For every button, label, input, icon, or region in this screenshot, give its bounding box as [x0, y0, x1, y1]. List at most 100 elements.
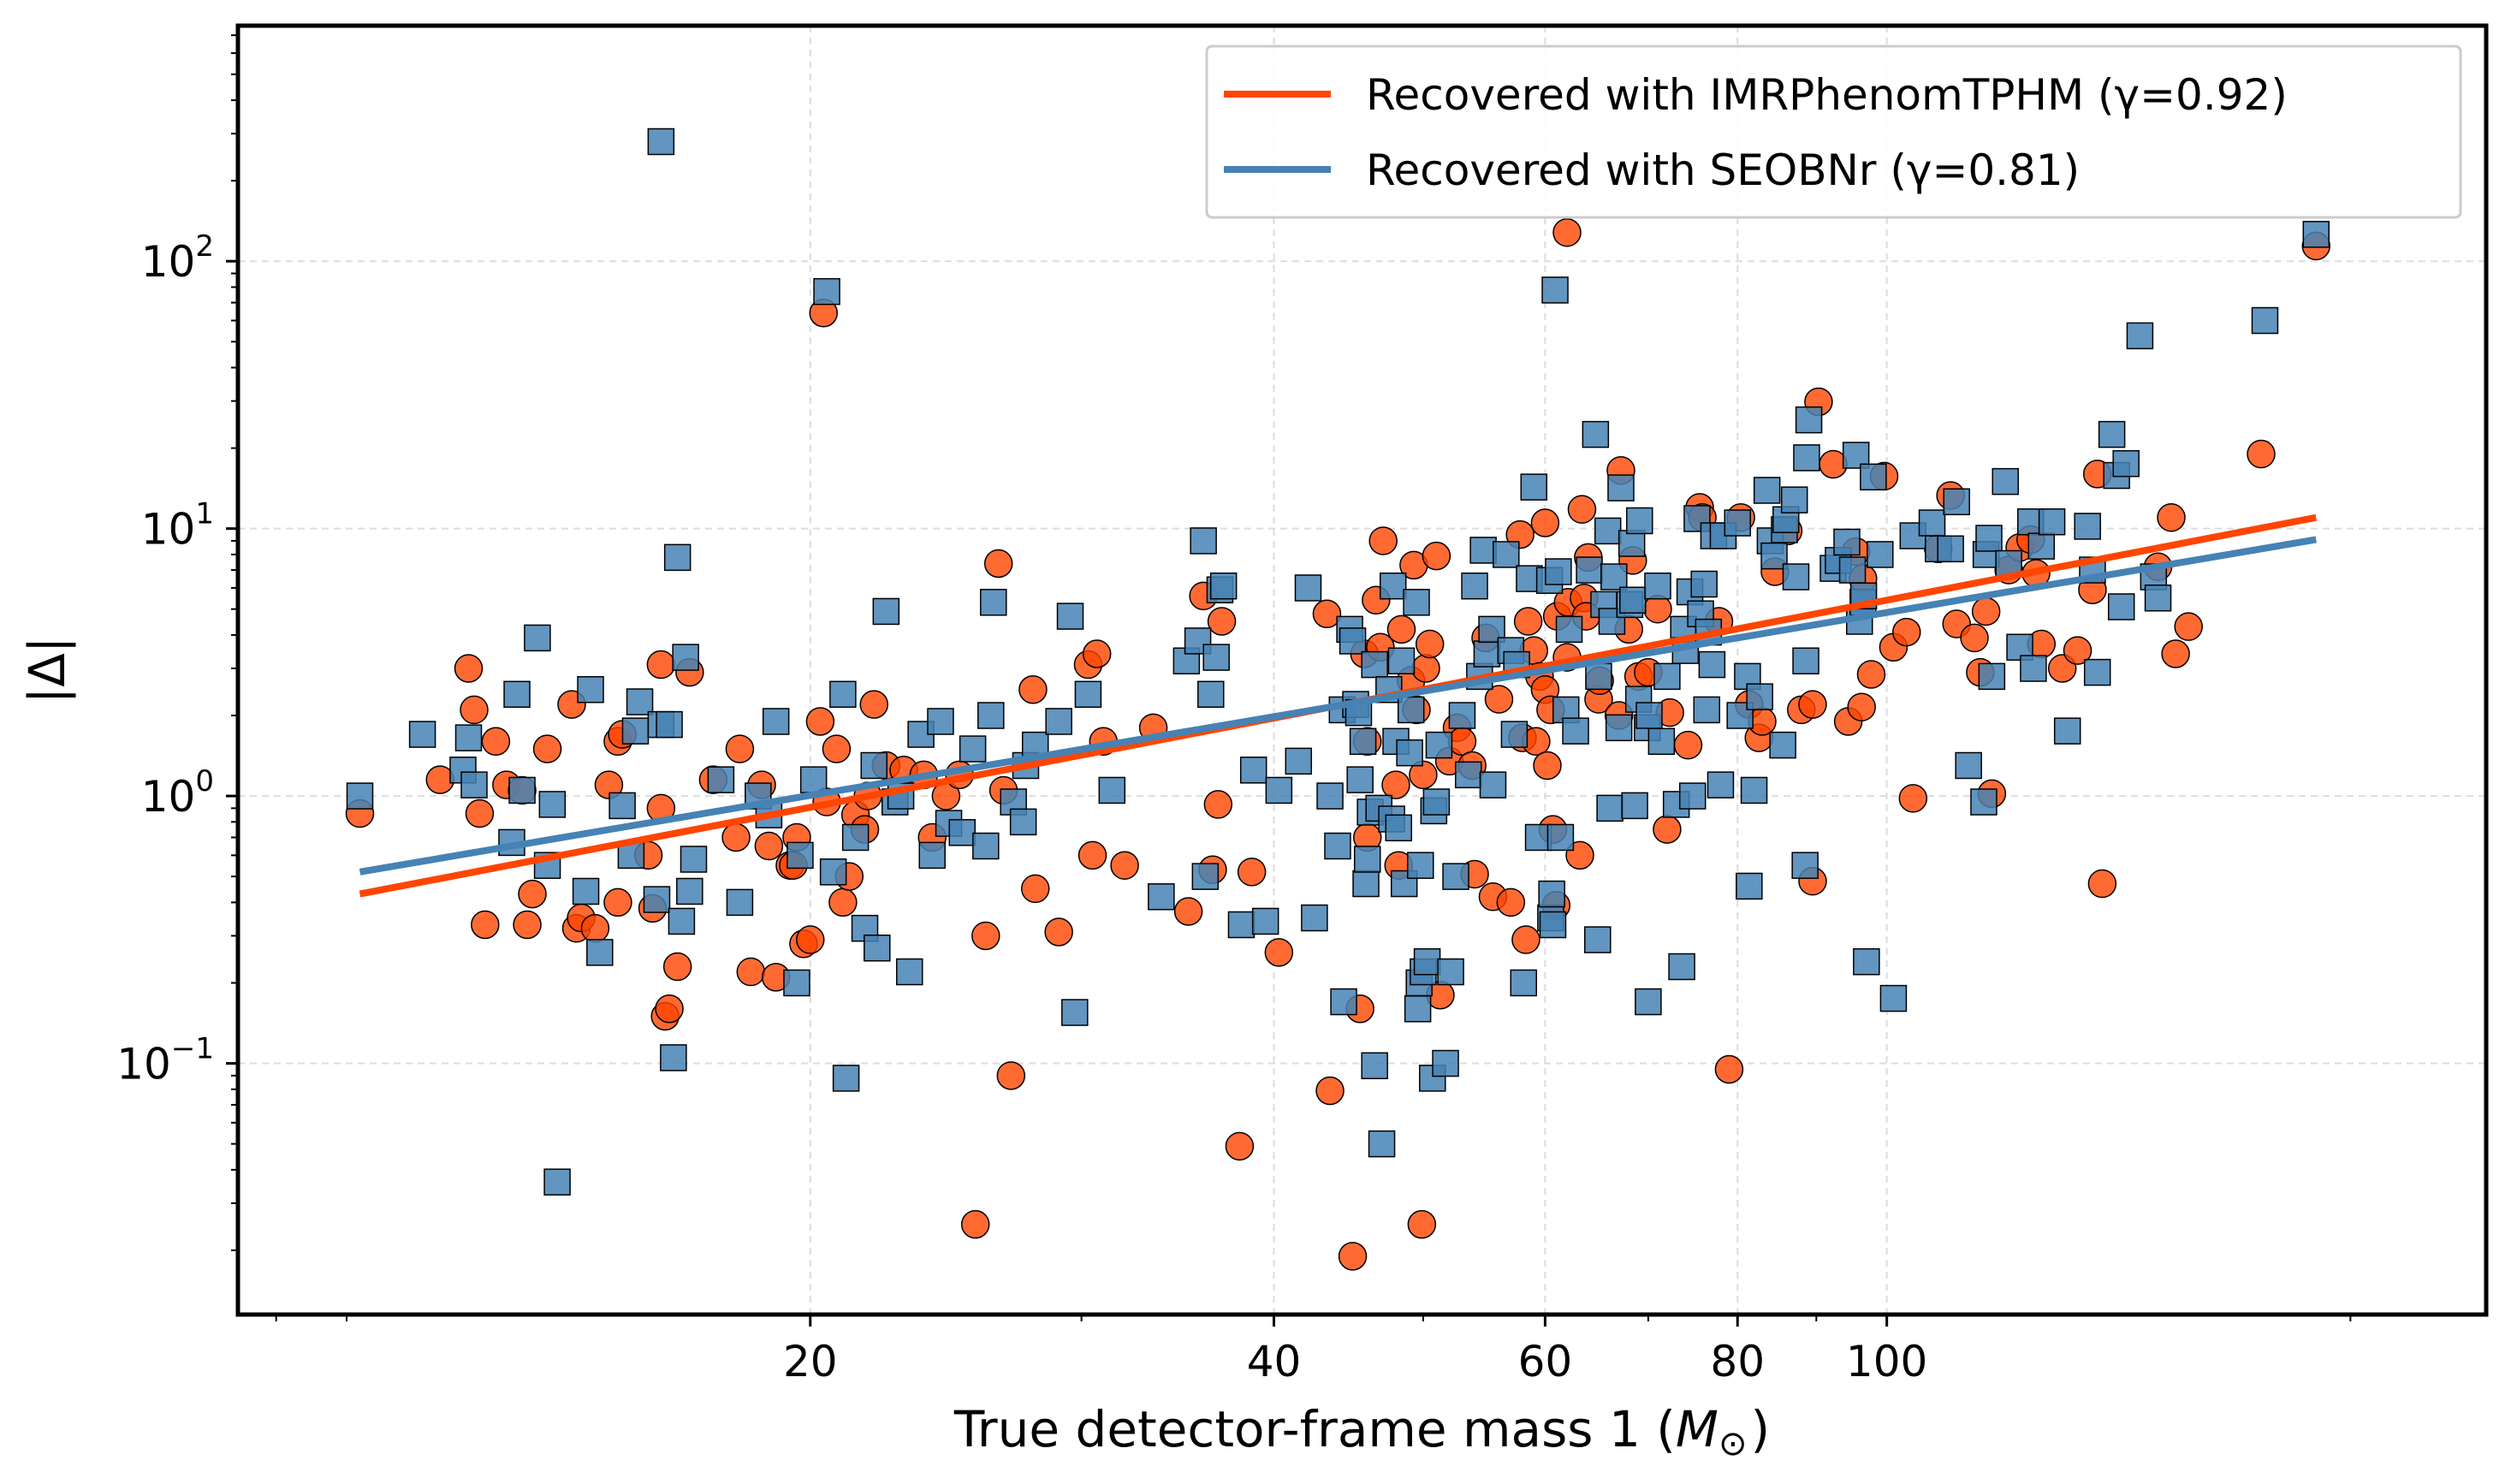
seobnr-point	[346, 782, 374, 810]
seobnr-point	[1396, 739, 1423, 767]
tick-labels: 20 40 60 80 100 10−1 100 101 102	[116, 229, 1927, 1386]
x-tick-label: 80	[1710, 1337, 1765, 1386]
seobnr-point	[799, 766, 828, 793]
seobnr-point	[503, 680, 531, 709]
seobnr-point	[1626, 507, 1653, 535]
seobnr-point	[1061, 999, 1089, 1026]
legend-label-imrphenomtphm: Recovered with IMRPhenomTPHM (γ=0.92)	[1366, 70, 2288, 120]
seobnr-point	[1555, 615, 1583, 644]
legend: Recovered with IMRPhenomTPHM (γ=0.92) Re…	[1205, 45, 2462, 219]
seobnr-point	[783, 969, 810, 997]
seobnr-point	[927, 708, 954, 735]
imrphenomtphm-point	[996, 1061, 1026, 1090]
imrphenomtphm-point	[1077, 840, 1107, 870]
seobnr-point	[2038, 508, 2066, 536]
imrphenomtphm-point	[828, 887, 858, 917]
seobnr-point	[586, 939, 614, 966]
imrphenomtphm-point	[1422, 541, 1451, 571]
seobnr-point	[1576, 556, 1603, 584]
seobnr-point	[2107, 593, 2135, 620]
seobnr-point	[1541, 276, 1569, 304]
legend-label-seobnr: Recovered with SEOBNr (γ=0.81)	[1366, 145, 2080, 195]
imrphenomtphm-point	[1173, 897, 1203, 926]
imrphenomtphm-point	[2174, 612, 2203, 641]
seobnr-point	[1422, 788, 1451, 816]
seobnr-point	[572, 877, 600, 905]
imrphenomtphm-point	[721, 822, 751, 852]
imrphenomtphm-point	[1643, 594, 1672, 624]
seobnr-point	[1596, 794, 1624, 822]
seobnr-point	[1478, 615, 1505, 644]
seobnr-point	[626, 688, 654, 715]
imrphenomtphm-point	[454, 654, 484, 683]
imrphenomtphm-point	[460, 695, 489, 725]
seobnr-point	[1678, 782, 1707, 810]
seobnr-point	[1202, 644, 1230, 671]
imrphenomtphm-point	[1082, 639, 1112, 668]
seobnr-point	[1301, 904, 1328, 932]
seobnr-point	[1943, 488, 1970, 516]
seobnr-point	[1769, 731, 1796, 759]
seobnr-point	[1653, 662, 1681, 691]
seobnr-point	[1975, 525, 2003, 552]
seobnr-point	[1251, 907, 1279, 935]
imrphenomtphm-point	[1415, 629, 1445, 659]
x-tick-label: 40	[1247, 1337, 1302, 1386]
seobnr-point	[2083, 658, 2111, 686]
seobnr-point	[1605, 714, 1633, 742]
imrphenomtphm-point	[859, 690, 889, 719]
imrphenomtphm-point	[796, 925, 825, 954]
seobnr-point	[1618, 530, 1646, 557]
seobnr-point	[2144, 585, 2172, 612]
legend-box	[1205, 45, 2462, 219]
seobnr-point	[1339, 627, 1367, 655]
y-tick-label: 10−1	[116, 1032, 214, 1089]
seobnr-point	[1978, 662, 2006, 691]
seobnr-point	[1353, 846, 1381, 873]
seobnr-point	[841, 823, 870, 852]
imrphenomtphm-point	[1018, 675, 1048, 704]
imrphenomtphm-point	[465, 798, 495, 828]
seobnr-point	[1780, 486, 1808, 513]
seobnr-point	[1191, 863, 1220, 890]
seobnr-point	[1413, 947, 1441, 976]
imrphenomtphm-point	[1798, 690, 1827, 719]
imrphenomtphm-point	[983, 549, 1013, 579]
seobnr-point	[1520, 473, 1548, 501]
y-tick-label: 102	[141, 229, 214, 287]
seobnr-point	[1585, 662, 1612, 691]
seobnr-point	[1432, 1049, 1459, 1077]
seobnr-point	[1461, 572, 1488, 600]
x-axis-title-main: True detector-frame mass 1 (	[953, 1400, 1676, 1458]
seobnr-point	[577, 676, 604, 703]
seobnr-point	[1668, 953, 1695, 981]
imrphenomtphm-point	[1411, 654, 1440, 683]
seobnr-point	[1707, 771, 1735, 798]
seobnr-point	[2126, 322, 2154, 350]
imrphenomtphm-point	[1264, 938, 1294, 967]
seobnr-point	[1403, 589, 1430, 616]
imrphenomtphm-point	[603, 887, 632, 917]
seobnr-point	[1992, 467, 2019, 496]
seobnr-point	[1294, 574, 1322, 602]
seobnr-point	[1792, 647, 1819, 675]
y-axis-title: |Δ|	[18, 637, 76, 704]
seobnr-point	[726, 888, 754, 917]
seobnr-point	[460, 771, 488, 798]
seobnr-point	[1970, 788, 1998, 816]
seobnr-point	[2302, 221, 2330, 248]
seobnr-point	[1635, 702, 1663, 729]
imrphenomtphm-point	[805, 707, 835, 736]
x-tick-label: 60	[1518, 1337, 1573, 1386]
imrphenomtphm-point	[1315, 1076, 1345, 1106]
seobnr-point	[1197, 680, 1225, 709]
imrphenomtphm-point	[1203, 790, 1233, 819]
data-points	[345, 128, 2331, 1271]
seobnr-point	[2074, 513, 2101, 540]
seobnr-point	[1867, 541, 1894, 568]
seobnr-point	[762, 708, 790, 735]
seobnr-point	[1510, 969, 1538, 997]
seobnr-point	[1955, 751, 1982, 780]
imrphenomtphm-point	[1484, 685, 1514, 714]
seobnr-point	[1918, 509, 1946, 537]
